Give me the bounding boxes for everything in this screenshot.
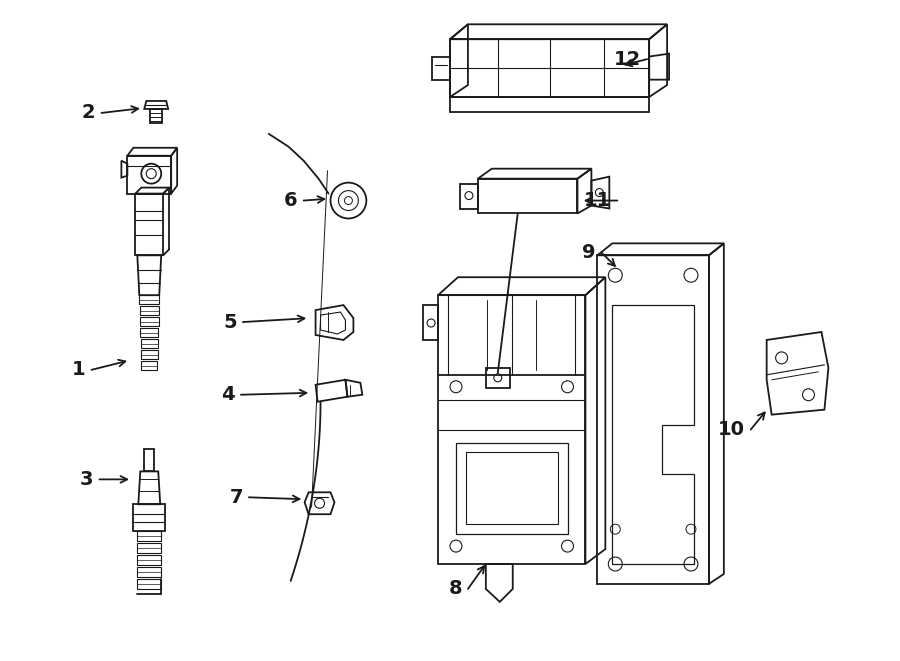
Bar <box>138 543 161 553</box>
Bar <box>138 579 161 589</box>
Bar <box>138 555 161 565</box>
Bar <box>144 449 154 471</box>
Text: 7: 7 <box>230 488 243 507</box>
Bar <box>138 531 161 541</box>
Text: 1: 1 <box>72 360 86 379</box>
Text: 12: 12 <box>614 50 641 69</box>
Text: 10: 10 <box>718 420 745 439</box>
Text: 3: 3 <box>80 470 94 489</box>
Text: 5: 5 <box>223 313 237 332</box>
Bar <box>138 567 161 577</box>
Text: 4: 4 <box>221 385 235 405</box>
Text: 2: 2 <box>82 103 95 122</box>
Text: 6: 6 <box>284 191 298 210</box>
Text: 11: 11 <box>584 191 611 210</box>
Text: 8: 8 <box>448 580 462 598</box>
Text: 9: 9 <box>582 243 596 262</box>
